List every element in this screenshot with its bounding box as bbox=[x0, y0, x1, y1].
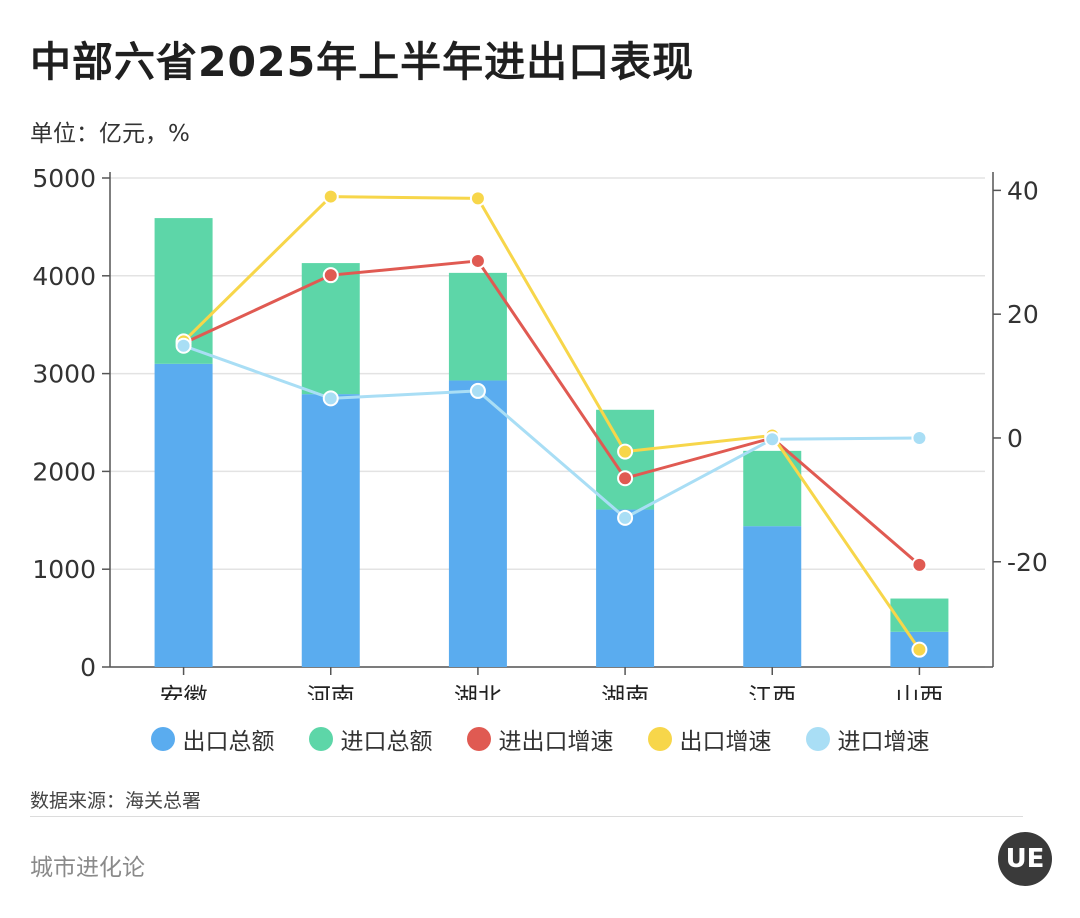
point-import-growth-4 bbox=[764, 431, 781, 448]
point-import-growth-3 bbox=[617, 509, 634, 526]
point-total-growth-1 bbox=[322, 267, 339, 284]
point-total-growth-2 bbox=[469, 252, 486, 269]
left-axis-tick-label: 5000 bbox=[32, 164, 96, 193]
bar-export-4 bbox=[743, 526, 802, 667]
legend-label: 进口总额 bbox=[340, 729, 433, 755]
right-axis-tick-label: 40 bbox=[1007, 176, 1039, 205]
point-import-growth-5 bbox=[911, 429, 928, 446]
legend-item-import-total: 进口总额 bbox=[308, 722, 433, 756]
bar-export-0 bbox=[154, 363, 213, 667]
brand-logo: UE bbox=[998, 832, 1052, 886]
chart-area: 0 1000 2000 3000 4000 5000 -20 0 20 40 安徽 河南 湖北 湖南 江西 山… bbox=[32, 164, 1048, 700]
bar-export-1 bbox=[301, 394, 360, 667]
point-export-growth-3 bbox=[617, 443, 634, 460]
point-export-growth-5 bbox=[911, 641, 928, 658]
line-total-growth bbox=[182, 259, 921, 567]
chart-title: 中部六省2025年上半年进出口表现 bbox=[30, 38, 695, 86]
legend-label: 出口增速 bbox=[679, 729, 772, 755]
x-axis-tick-label: 山西 bbox=[895, 683, 943, 700]
bar-import-4 bbox=[743, 450, 802, 527]
legend: 出口总额 进口总额 进出口增速 出口增速 进口增速 bbox=[0, 722, 1080, 756]
point-total-growth-5 bbox=[911, 556, 928, 573]
x-axis-tick-label: 江西 bbox=[748, 683, 796, 700]
bar-import-3 bbox=[596, 409, 655, 510]
point-export-growth-2 bbox=[469, 190, 486, 207]
source-note: 数据来源：海关总署 bbox=[30, 790, 202, 812]
left-axis-tick-label: 1000 bbox=[32, 555, 96, 584]
legend-item-import-growth: 进口增速 bbox=[805, 722, 930, 756]
legend-label: 进出口增速 bbox=[498, 729, 614, 755]
legend-item-export-total: 出口总额 bbox=[150, 722, 275, 756]
unit-label: 单位：亿元，% bbox=[30, 121, 190, 147]
left-axis-tick-label: 0 bbox=[80, 653, 96, 682]
legend-swatch bbox=[308, 727, 333, 751]
bar-import-5 bbox=[890, 598, 949, 632]
legend-swatch bbox=[647, 727, 672, 751]
legend-item-total-growth: 进出口增速 bbox=[466, 722, 614, 756]
point-import-growth-1 bbox=[322, 390, 339, 407]
point-import-growth-2 bbox=[469, 382, 486, 399]
divider bbox=[30, 816, 1023, 817]
x-axis-tick-label: 湖南 bbox=[601, 683, 649, 700]
right-axis-tick-label: 0 bbox=[1007, 424, 1023, 453]
left-axis-tick-label: 2000 bbox=[32, 457, 96, 486]
bar-export-2 bbox=[448, 380, 507, 667]
x-axis-tick-label: 河南 bbox=[307, 683, 355, 700]
x-axis-tick-label: 安徽 bbox=[160, 683, 208, 700]
point-export-growth-1 bbox=[322, 188, 339, 205]
legend-swatch bbox=[805, 727, 830, 751]
line-import-growth bbox=[183, 344, 920, 520]
bar-export-3 bbox=[596, 509, 655, 667]
x-axis-tick-label: 湖北 bbox=[454, 683, 502, 700]
right-axis-tick-label: -20 bbox=[1007, 548, 1048, 577]
legend-label: 出口总额 bbox=[182, 729, 275, 755]
brand-name: 城市进化论 bbox=[30, 855, 145, 881]
left-axis-tick-label: 4000 bbox=[32, 262, 96, 291]
point-total-growth-3 bbox=[617, 470, 634, 487]
legend-swatch bbox=[150, 727, 175, 751]
point-import-growth-0 bbox=[175, 337, 192, 354]
right-axis-tick-label: 20 bbox=[1007, 300, 1039, 329]
legend-swatch bbox=[466, 727, 491, 751]
legend-item-export-growth: 出口增速 bbox=[647, 722, 772, 756]
line-export-growth bbox=[182, 195, 921, 651]
left-axis-tick-label: 3000 bbox=[32, 360, 96, 389]
legend-label: 进口增速 bbox=[837, 729, 930, 755]
